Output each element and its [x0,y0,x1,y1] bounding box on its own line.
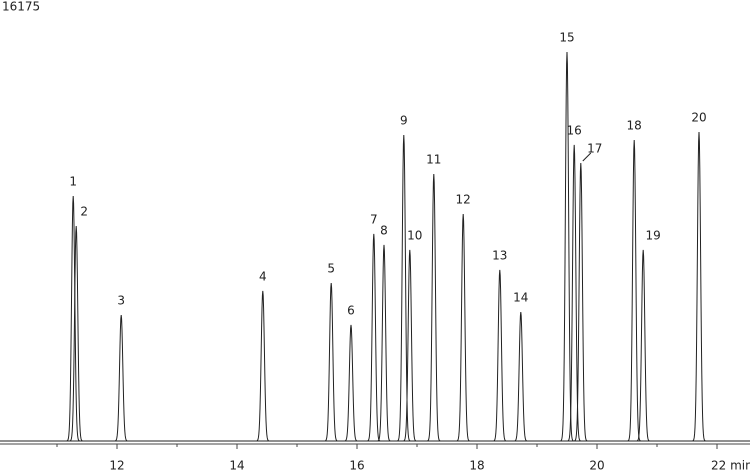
peak-label: 19 [646,228,661,242]
peak [68,225,85,442]
peak [376,244,392,442]
peak-label: 9 [400,113,408,127]
x-tick-label: 22 min [711,459,750,473]
peak-label: 15 [559,30,574,44]
peak-label: 10 [407,228,422,242]
peak-label: 3 [117,293,125,307]
peak [512,311,529,442]
x-tick-label: 14 [229,459,244,473]
peak [455,213,472,442]
peak [425,173,442,442]
peak-label: 7 [370,212,378,226]
peak-label: 1 [69,174,77,188]
peak-label: 18 [627,118,642,132]
peak-label: 16 [567,123,582,137]
peak-label: 6 [347,303,355,317]
peak-label: 2 [80,204,88,218]
x-tick-label: 12 [109,459,124,473]
peak-label: 5 [327,261,335,275]
peak [395,134,412,442]
x-tick-label: 18 [469,459,484,473]
peak-label: 8 [380,223,388,237]
peak [343,324,359,442]
peak-label: 17 [587,141,602,155]
peak [323,282,340,442]
peak [65,195,82,442]
peak [113,314,130,442]
peak-label: 20 [691,110,706,124]
peak [491,269,508,442]
peak-label: 12 [456,192,471,206]
peak [559,51,575,442]
scale-label: 16175 [2,0,40,14]
peak [566,144,583,442]
peak-label: 13 [492,248,507,262]
peak-label: 4 [259,269,267,283]
peak [691,131,707,442]
peak [254,290,271,442]
peak [365,233,382,442]
peak [401,249,418,442]
peak [635,249,652,442]
x-tick-label: 20 [589,459,604,473]
x-tick-label: 16 [349,459,364,473]
peak [626,139,643,442]
peak [572,162,589,442]
peak-label: 11 [426,152,441,166]
peak-label: 14 [513,290,528,304]
leader [582,152,592,162]
